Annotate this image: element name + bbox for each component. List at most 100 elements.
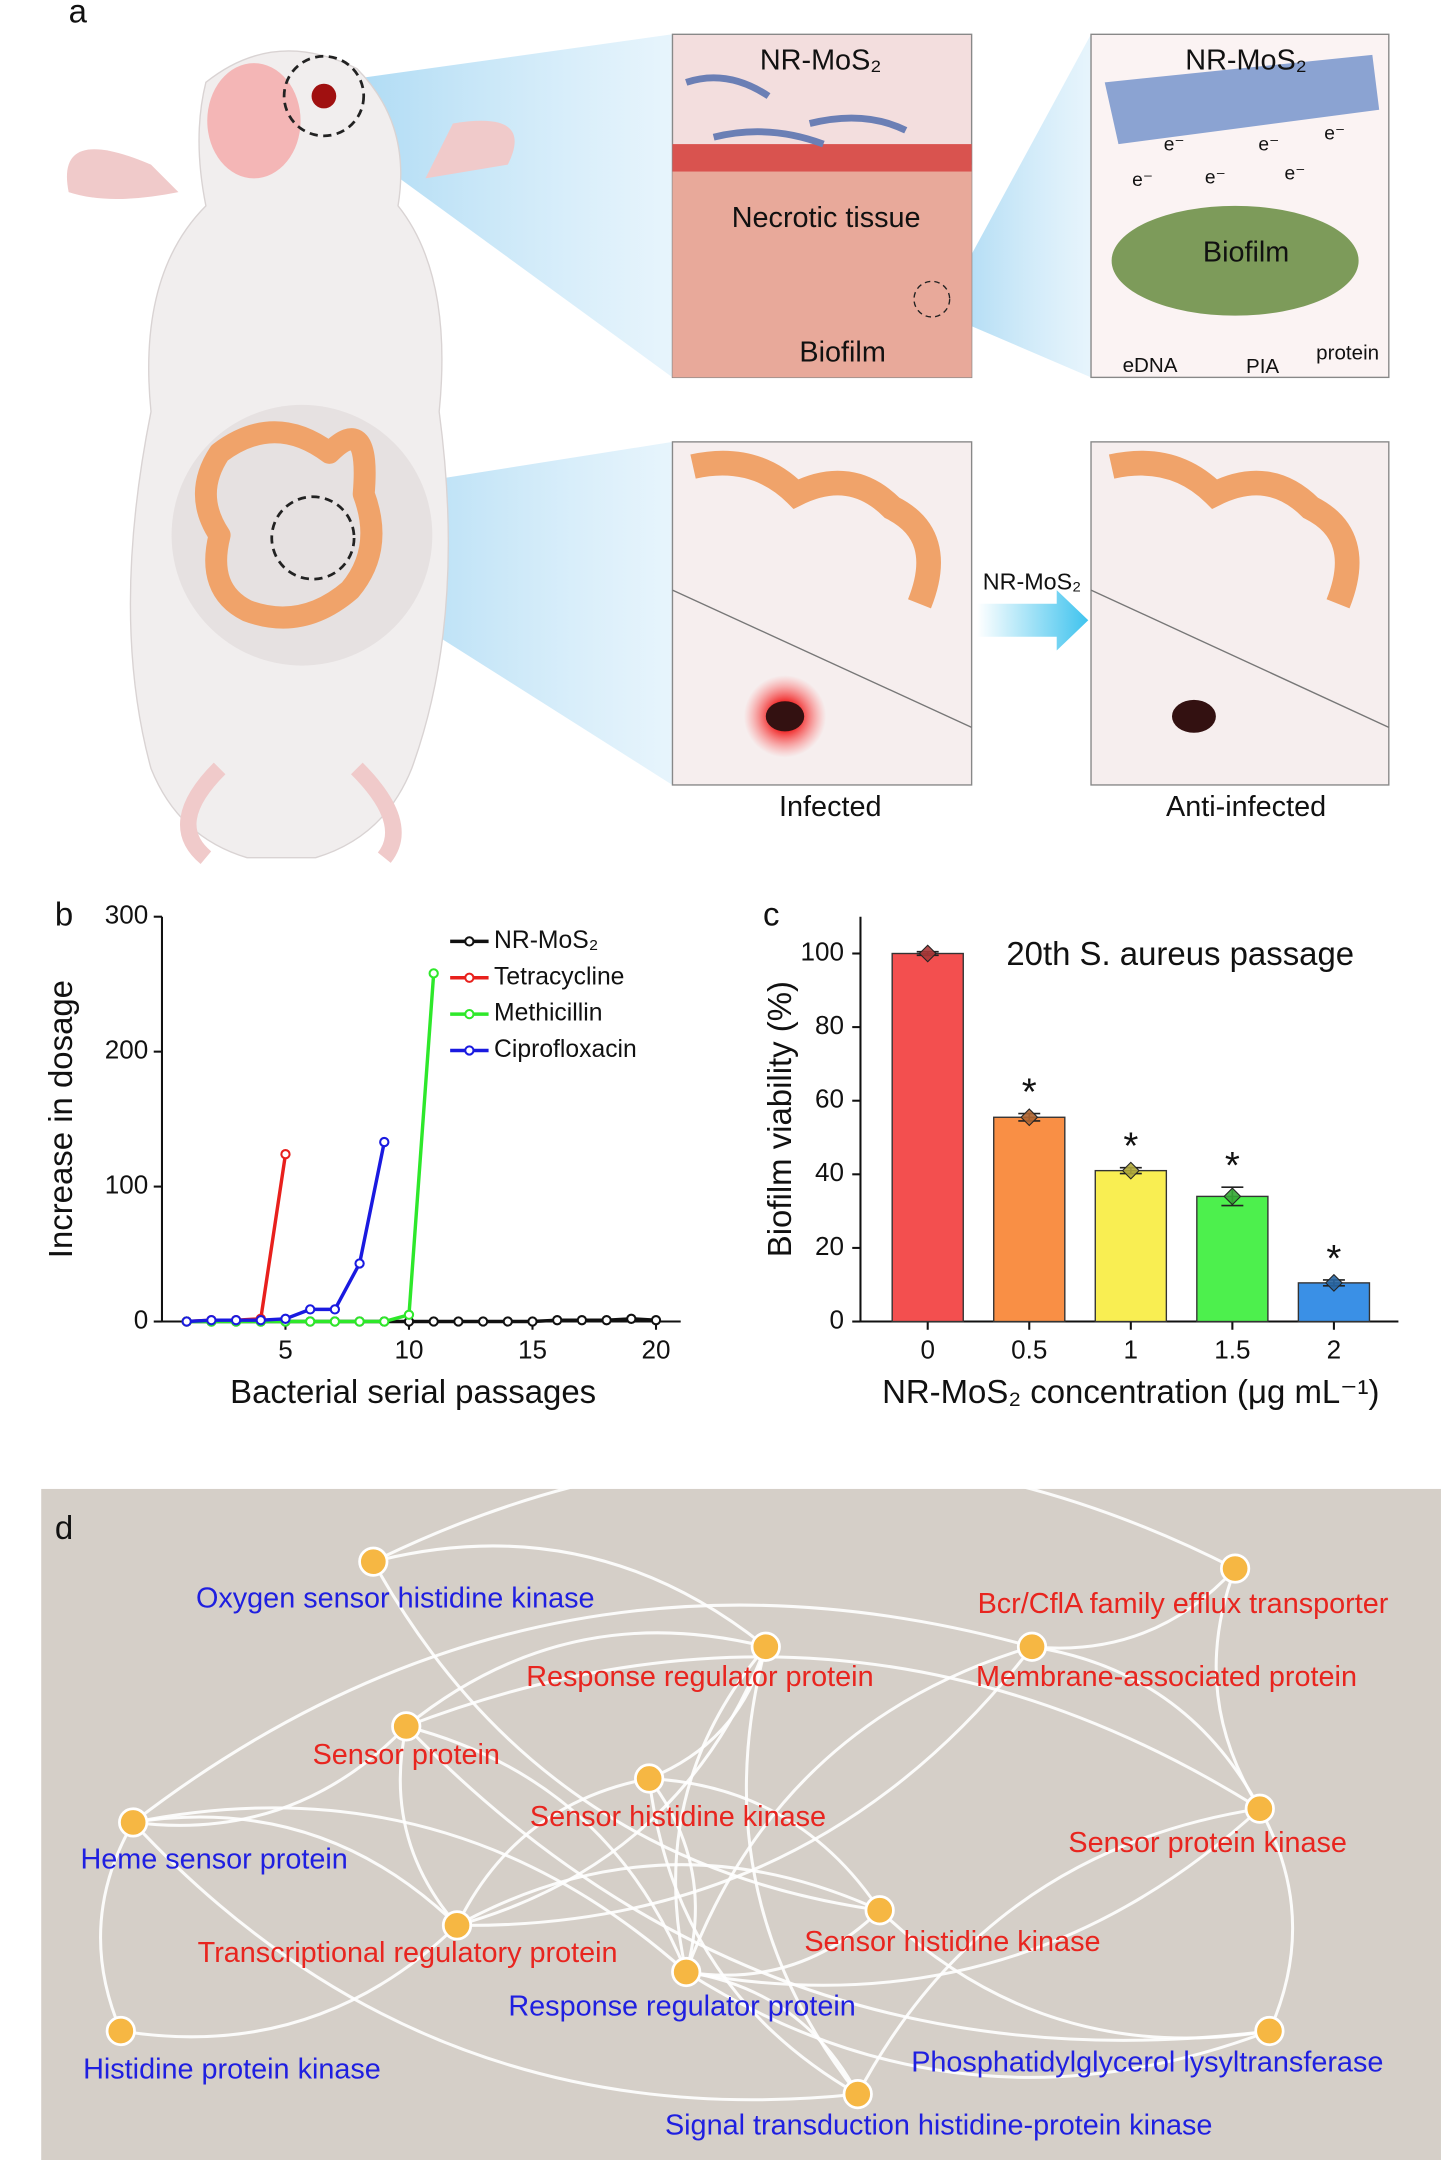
network-edge <box>647 1778 861 2096</box>
network-edge <box>1031 1566 1238 1650</box>
legend-marker <box>464 1045 475 1056</box>
electron-label: e⁻ <box>1285 163 1306 184</box>
mouse-ear <box>207 63 301 179</box>
data-point <box>453 1316 464 1327</box>
eps-label: eDNA <box>1123 354 1178 377</box>
data-point <box>354 1316 365 1327</box>
zoom-circle <box>913 280 951 318</box>
x-tick-label: 10 <box>394 1335 423 1365</box>
x-tick-label: 1.5 <box>1214 1335 1250 1365</box>
data-point <box>379 1136 390 1148</box>
network-edge <box>372 1455 1238 1570</box>
network-node <box>105 2015 136 2047</box>
data-point <box>477 1316 489 1327</box>
node-label: Phosphatidylglycerol lysyltransferase <box>911 2047 1383 2079</box>
data-point <box>650 1315 662 1326</box>
x-axis-label: Bacterial serial passages <box>230 1373 596 1410</box>
electron-label: e⁻ <box>1132 170 1153 191</box>
eps-label: protein <box>1316 341 1379 364</box>
chart-title: 20th S. aureus passage <box>1006 935 1354 972</box>
biofilm-label: Biofilm <box>799 337 885 369</box>
y-tick-label: 300 <box>105 900 148 930</box>
node-label: Membrane-associated protein <box>976 1661 1357 1693</box>
network-node <box>842 2079 873 2110</box>
node-label: Sensor protein <box>313 1739 500 1771</box>
panel-label: a <box>69 0 88 29</box>
data-point <box>230 1315 242 1326</box>
network-edge <box>398 1726 459 1928</box>
network-edge <box>455 1777 650 1929</box>
y-tick-label: 100 <box>105 1169 148 1199</box>
panel-a: a NR-MoS₂ Necrotic tissue Biofilm NR-MoS… <box>66 0 1390 865</box>
network-edge <box>405 1724 689 1975</box>
y-axis-label: Increase in dosage <box>42 980 79 1258</box>
data-point <box>280 1313 291 1324</box>
x-tick-label: 5 <box>278 1335 293 1365</box>
network-node <box>441 1910 473 1941</box>
arrow-label: NR-MoS₂ <box>983 568 1081 594</box>
data-point <box>255 1315 266 1326</box>
y-tick-label: 200 <box>105 1035 148 1065</box>
legend-label: NR-MoS₂ <box>494 927 598 954</box>
data-point <box>206 1315 217 1326</box>
network-edge <box>683 1966 860 2095</box>
legend-label: Methicillin <box>494 1000 602 1027</box>
network-edge <box>646 1646 768 1781</box>
panel-label: b <box>55 895 73 932</box>
zoom-beam <box>329 34 673 378</box>
bar <box>1196 1195 1269 1323</box>
panel-label: d <box>55 1509 73 1546</box>
tissue-edge <box>672 144 972 172</box>
significance-mark: * <box>1225 1144 1240 1187</box>
electron-label: e⁻ <box>1164 135 1185 156</box>
series-line <box>186 1141 386 1324</box>
biofilm-label: Biofilm <box>1203 236 1289 268</box>
network-node <box>1220 1553 1251 1584</box>
intestine <box>690 450 941 609</box>
network-edge <box>454 1863 881 1927</box>
mean-marker <box>1223 1187 1242 1206</box>
network-edge <box>683 1645 1033 1975</box>
y-tick-label: 80 <box>815 1010 844 1040</box>
data-point <box>181 1316 192 1327</box>
node-label: Response regulator protein <box>508 1990 855 2022</box>
mean-marker <box>1020 1108 1039 1127</box>
node-label: Bcr/CflA family efflux transporter <box>978 1588 1389 1620</box>
data-point <box>626 1313 637 1324</box>
intestine <box>1108 450 1360 609</box>
node-label: Sensor histidine kinase <box>530 1801 826 1833</box>
mouse-paw <box>425 120 515 179</box>
network-edge <box>130 1603 1033 1825</box>
skin-edge <box>1090 589 1390 728</box>
y-tick-label: 20 <box>815 1231 844 1261</box>
bar <box>1094 1169 1168 1323</box>
mean-marker <box>1121 1161 1140 1180</box>
network-edge <box>878 1909 1273 2041</box>
tissue-label: Necrotic tissue <box>732 202 921 234</box>
biofilm-cluster <box>1111 205 1359 316</box>
network-node <box>1016 1631 1048 1662</box>
arrow <box>977 590 1089 651</box>
data-point <box>552 1315 563 1326</box>
mouse-paw <box>66 149 179 199</box>
data-point <box>428 968 439 979</box>
node-label: Histidine protein kinase <box>83 2053 381 2085</box>
data-point <box>502 1316 513 1327</box>
intestine <box>194 421 383 629</box>
legend-label: Ciprofloxacin <box>494 1036 637 1063</box>
network-edge <box>674 1645 767 1975</box>
panel-label: c <box>763 895 779 932</box>
node-label: Heme sensor protein <box>80 1843 347 1875</box>
data-point <box>329 1316 341 1327</box>
zoom-beam <box>946 34 1092 378</box>
network-node <box>358 1546 389 1577</box>
data-point <box>576 1315 588 1326</box>
x-tick-label: 0.5 <box>1011 1335 1047 1365</box>
network-node <box>1244 1793 1275 1824</box>
data-point <box>329 1304 341 1315</box>
network-node <box>118 1807 149 1838</box>
y-axis-label: Biofilm viability (%) <box>761 981 798 1257</box>
network-edge <box>372 1544 769 1649</box>
network-edge <box>1031 1645 1262 1812</box>
network-edge <box>405 1725 1273 2042</box>
